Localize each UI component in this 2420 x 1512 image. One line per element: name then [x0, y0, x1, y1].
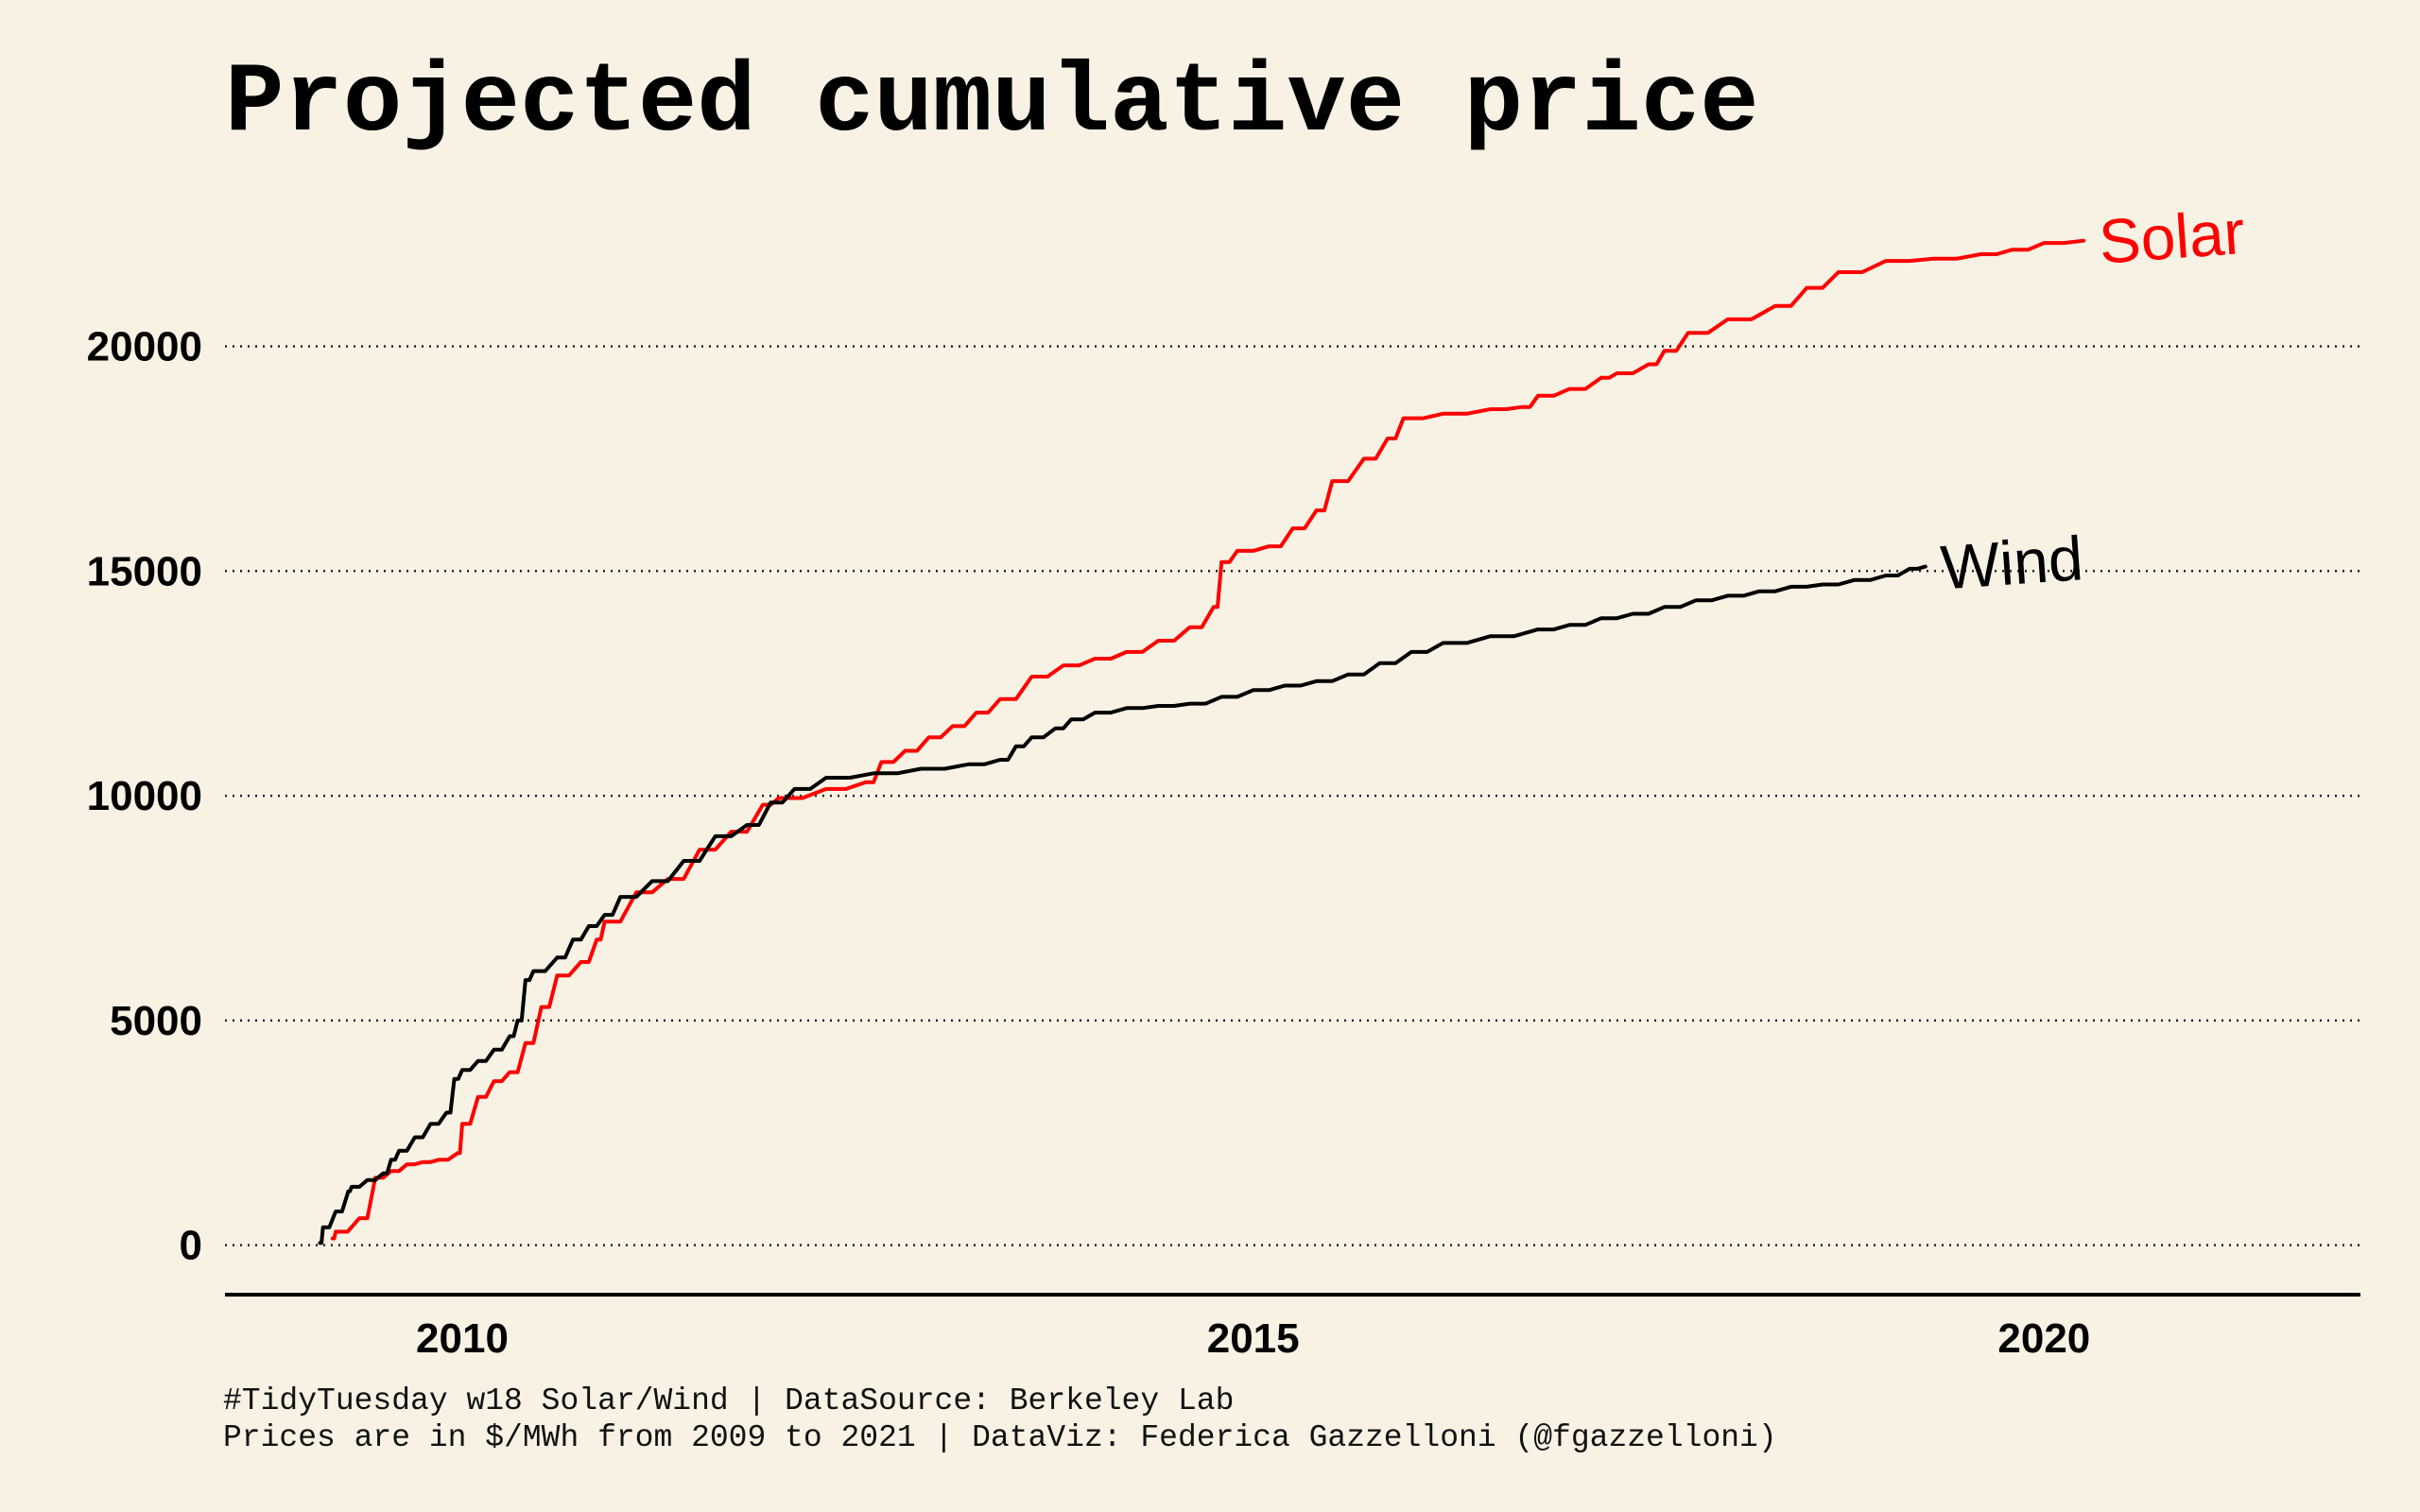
y-tick-label-5000: 5000	[110, 998, 202, 1044]
y-tick-label-15000: 15000	[87, 548, 202, 594]
series-label-solar: Solar	[2097, 197, 2247, 277]
x-tick-label-2020: 2020	[1997, 1315, 2090, 1362]
y-tick-label-20000: 20000	[87, 323, 202, 369]
series-line-wind	[318, 564, 1927, 1246]
x-tick-label-2010: 2010	[416, 1315, 509, 1362]
y-gridlines	[225, 345, 2360, 1246]
x-tick-label-2015: 2015	[1207, 1315, 1300, 1362]
chart-title: Projected cumulative price	[225, 48, 1759, 160]
caption-source: #TidyTuesday w18 Solar/Wind | DataSource…	[223, 1383, 1234, 1418]
x-axis-tick-labels: 2010 2015 2020	[416, 1315, 2090, 1362]
y-tick-label-0: 0	[180, 1223, 202, 1269]
series-labels: Solar Wind	[1939, 197, 2247, 602]
y-tick-label-10000: 10000	[87, 773, 202, 819]
series-line-solar	[330, 238, 2086, 1241]
caption-credits: Prices are in $/MWh from 2009 to 2021 | …	[223, 1420, 1777, 1455]
y-axis-tick-labels: 0 5000 10000 15000 20000	[87, 323, 202, 1268]
series-lines	[318, 238, 2086, 1246]
series-label-wind: Wind	[1939, 523, 2085, 602]
